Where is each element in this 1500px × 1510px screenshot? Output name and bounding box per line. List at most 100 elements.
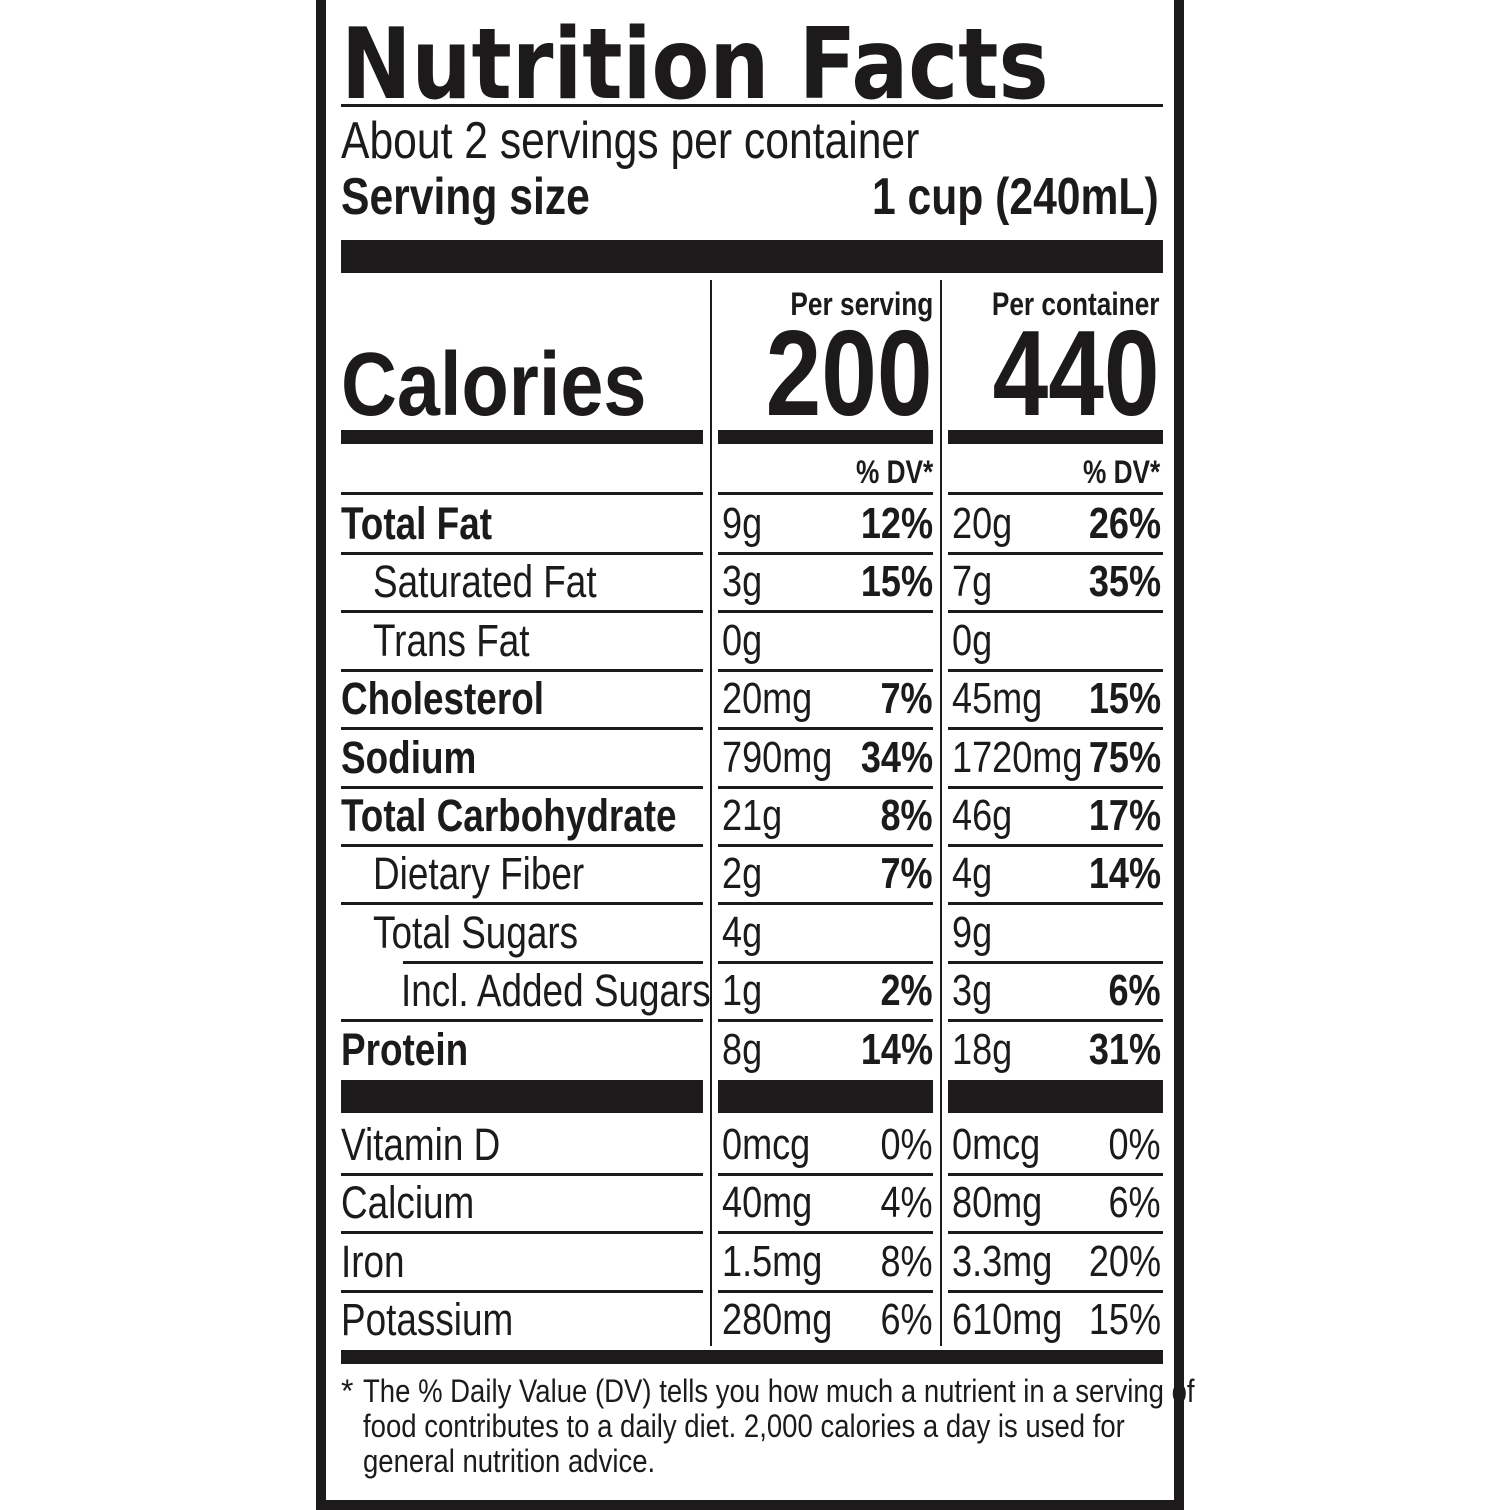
nutrient-label: Vitamin D <box>341 1116 535 1174</box>
thick-bar <box>948 430 1163 444</box>
amount-text: 45mg <box>952 674 1043 724</box>
row-divider <box>718 1231 933 1235</box>
nutrient-dv: 75% <box>948 729 1161 787</box>
nutrient-label: Total Carbohydrate <box>341 787 750 845</box>
amount-text: 1g <box>722 966 763 1016</box>
nutrient-dv: 35% <box>948 553 1161 611</box>
nutrient-dv: 7% <box>718 670 933 728</box>
nutrient-amount: 21g <box>722 787 795 845</box>
amount-text: 20mg <box>722 674 813 724</box>
row-divider <box>948 785 1163 789</box>
nutrient-label-text: Potassium <box>341 1294 514 1346</box>
nutrient-dv: 0% <box>718 1116 933 1174</box>
servings-text: About 2 servings per container <box>341 112 920 170</box>
nutrient-dv: 26% <box>948 495 1161 553</box>
row-divider <box>718 552 933 555</box>
nutrient-label: Total Fat <box>341 495 525 553</box>
nutrient-amount: 46g <box>952 787 1025 845</box>
nutrient-amount: 45mg <box>952 670 1062 728</box>
nutrient-label-text: Dietary Fiber <box>373 848 585 900</box>
calories-per-container-value: 440 <box>993 305 1160 441</box>
dv-header-text: % DV* <box>1082 454 1160 490</box>
nutrient-dv: 6% <box>948 962 1161 1020</box>
nutrient-dv: 12% <box>718 495 933 553</box>
nutrient-dv: 15% <box>948 1291 1161 1349</box>
amount-text: 9g <box>952 907 993 957</box>
nutrient-label-text: Incl. Added Sugars <box>401 965 711 1017</box>
dv-text: 6% <box>1108 1178 1161 1228</box>
dv-text: 7% <box>880 849 933 899</box>
amount-text: 610mg <box>952 1295 1063 1345</box>
footnote-line: food contributes to a daily diet. 2,000 … <box>363 1408 1125 1444</box>
dv-text: 8% <box>880 1236 933 1286</box>
nutrient-dv: 14% <box>948 845 1161 903</box>
dv-text: 35% <box>1088 557 1161 607</box>
thick-bar <box>341 240 1163 273</box>
nutrient-label-text: Total Sugars <box>373 906 579 958</box>
nutrient-amount: 8g <box>722 1021 771 1079</box>
calories-per-container: 440 <box>948 305 1160 441</box>
calories-per-serving: 200 <box>718 312 933 434</box>
dv-text: 26% <box>1088 499 1161 548</box>
row-divider <box>341 552 703 555</box>
dv-text: 34% <box>860 732 933 782</box>
nutrient-amount: 80mg <box>952 1174 1062 1232</box>
amount-text: 1720mg <box>952 732 1083 782</box>
dv-text: 75% <box>1088 732 1161 782</box>
row-divider <box>948 1173 1163 1176</box>
nutrient-label-text: Trans Fat <box>373 614 530 666</box>
label-title: Nutrition Facts <box>341 10 1164 120</box>
amount-text: 20g <box>952 499 1013 548</box>
column-divider <box>940 280 942 1346</box>
nutrient-dv: 4% <box>718 1174 933 1232</box>
nutrient-amount: 9g <box>952 904 1001 962</box>
dv-text: 31% <box>1088 1024 1161 1074</box>
dv-text: 14% <box>860 1024 933 1074</box>
row-divider <box>341 844 703 847</box>
nutrient-dv <box>718 904 933 962</box>
row-divider <box>718 727 933 731</box>
dv-text: 15% <box>860 557 933 607</box>
servings-per-container: About 2 servings per container <box>341 112 1046 170</box>
amount-text: 80mg <box>952 1178 1043 1228</box>
row-divider <box>948 727 1163 731</box>
row-divider <box>948 552 1163 555</box>
nutrient-amount: 610mg <box>952 1291 1087 1349</box>
nutrient-amount: 18g <box>952 1021 1025 1079</box>
row-divider <box>718 610 933 614</box>
row-divider <box>341 492 703 495</box>
amount-text: 21g <box>722 791 783 840</box>
row-divider <box>341 902 703 906</box>
calories-text: Calories <box>341 335 647 435</box>
nutrient-dv <box>948 904 1161 962</box>
dv-text: 7% <box>880 674 933 724</box>
dv-text: 15% <box>1088 1295 1161 1345</box>
dv-text: 6% <box>880 1295 933 1345</box>
thick-bar <box>718 430 933 444</box>
amount-text: 46g <box>952 791 1013 840</box>
amount-text: 3g <box>722 557 763 607</box>
serving-size-value-text: 1 cup (240mL) <box>872 168 1159 226</box>
nutrient-dv <box>718 612 933 670</box>
nutrient-label: Iron <box>341 1233 419 1291</box>
nutrient-label: Saturated Fat <box>373 553 646 611</box>
amount-text: 3g <box>952 966 993 1016</box>
amount-text: 18g <box>952 1024 1013 1074</box>
row-divider <box>718 960 933 964</box>
row-divider <box>948 902 1163 906</box>
nutrient-amount: 0g <box>952 612 1001 670</box>
dv-text: 0% <box>1108 1120 1161 1169</box>
amount-text: 7g <box>952 557 993 607</box>
nutrient-dv: 34% <box>718 729 933 787</box>
nutrient-amount: 4g <box>952 845 1001 903</box>
row-divider <box>341 668 703 672</box>
footnote-line: general nutrition advice. <box>363 1443 656 1479</box>
per-container-text: Per container <box>992 286 1160 322</box>
row-divider <box>341 727 703 731</box>
nutrient-dv: 14% <box>718 1021 933 1079</box>
nutrient-label: Incl. Added Sugars <box>401 962 779 1020</box>
nutrient-amount: 0mcg <box>952 1116 1060 1174</box>
nutrient-dv: 20% <box>948 1233 1161 1291</box>
amount-text: 280mg <box>722 1295 833 1345</box>
amount-text: 9g <box>722 499 763 548</box>
